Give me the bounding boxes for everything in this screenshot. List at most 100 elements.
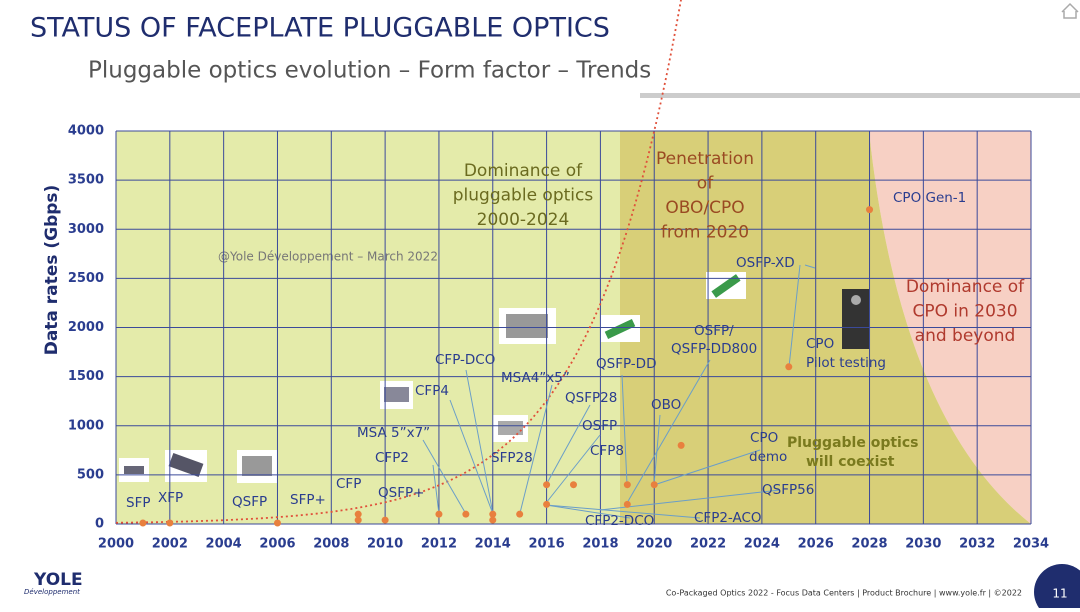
annotation: SFP+ <box>290 492 326 508</box>
icon <box>604 319 636 339</box>
leader-line <box>626 359 711 504</box>
y-tick-label: 500 <box>77 467 104 482</box>
region-label: pluggable optics <box>453 186 594 206</box>
module-icons <box>119 272 870 483</box>
annotation: CFP2-DCO <box>585 513 654 529</box>
annotation: QSFP-DD800 <box>671 341 757 357</box>
leader-line <box>804 264 816 269</box>
region-label: Dominance of <box>464 161 583 181</box>
x-tick-label: 2030 <box>905 537 941 552</box>
annotation: QSFP-DD <box>596 356 656 372</box>
y-tick-label: 3000 <box>68 222 104 237</box>
leader-line <box>422 439 467 515</box>
x-tick-label: 2014 <box>475 537 511 552</box>
x-tick-label: 2020 <box>636 537 672 552</box>
x-tick-label: 2008 <box>313 537 349 552</box>
annotation: OSFP <box>582 418 617 434</box>
data-point <box>354 510 362 518</box>
region-label: Penetration <box>656 149 754 169</box>
icon <box>168 452 204 478</box>
highlight-label: Pluggable optics <box>787 435 918 451</box>
citation: Co-Packaged Optics 2022 - Focus Data Cen… <box>666 589 1022 598</box>
data-point <box>650 481 658 489</box>
leader-line <box>432 464 440 515</box>
region-label: CPO in 2030 <box>912 302 1017 322</box>
annotation: CPO <box>806 336 834 352</box>
annotation: CFP2 <box>375 450 409 466</box>
region-label: Dominance of <box>906 277 1025 297</box>
icon <box>384 387 409 402</box>
data-point <box>166 519 174 527</box>
icon <box>242 456 272 476</box>
x-tick-label: 2012 <box>421 537 457 552</box>
leader-line <box>545 404 591 486</box>
x-tick-label: 2000 <box>98 537 134 552</box>
region-label: and beyond <box>915 326 1016 346</box>
annotation: OSFP/ <box>694 323 734 339</box>
y-tick-label: 0 <box>95 517 104 532</box>
data-point <box>785 363 793 371</box>
annotation: QSFP+ <box>378 485 424 501</box>
y-tick-label: 2500 <box>68 271 104 286</box>
annotation: QSFP <box>232 494 267 510</box>
page-number: 11 <box>1052 587 1067 601</box>
annotation: CPO Gen-1 <box>893 190 966 206</box>
leader-line <box>545 504 631 519</box>
y-tick-label: 3500 <box>68 173 104 188</box>
home-icon <box>1061 2 1079 19</box>
region-label: OBO/CPO <box>665 198 744 218</box>
x-tick-label: 2022 <box>690 537 726 552</box>
leader-line <box>545 434 601 504</box>
x-tick-label: 2018 <box>582 537 618 552</box>
leader-line <box>788 264 801 368</box>
subtitle: Pluggable optics evolution – Form factor… <box>88 58 651 84</box>
icon <box>124 466 144 474</box>
x-tick-label: 2010 <box>367 537 403 552</box>
leader-line <box>653 414 661 486</box>
data-point <box>543 500 551 508</box>
data-point <box>354 516 362 524</box>
data-point <box>139 519 147 527</box>
icon <box>851 295 861 305</box>
logo-sub: Développement <box>24 588 80 596</box>
leader-line <box>653 449 761 486</box>
leader-line <box>519 384 553 514</box>
annotation: OBO <box>651 397 681 413</box>
trend-curve <box>115 0 682 524</box>
logo: YOLE <box>33 570 83 590</box>
icon <box>498 421 523 435</box>
annotation: QSFP56 <box>762 482 814 498</box>
x-tick-label: 2026 <box>798 537 834 552</box>
annotation: CFP <box>336 476 361 492</box>
annotation: Pilot testing <box>806 355 886 371</box>
data-point <box>866 206 874 214</box>
y-tick-label: 4000 <box>68 124 104 139</box>
y-tick-label: 2000 <box>68 320 104 335</box>
x-tick-label: 2006 <box>259 537 295 552</box>
page-badge <box>1034 564 1080 612</box>
region-label: of <box>697 174 714 194</box>
annotation: demo <box>749 449 787 465</box>
data-point <box>381 516 389 524</box>
data-point <box>677 441 685 449</box>
annotation: CFP-DCO <box>435 352 495 368</box>
watermark: @Yole Développement – March 2022 <box>218 250 438 264</box>
highlight-label: will coexist <box>806 454 895 470</box>
annotation: CFP2-ACO <box>694 510 762 526</box>
annotation: SFP28 <box>491 450 533 466</box>
annotation: OSFP-XD <box>736 255 795 271</box>
leader-line <box>465 369 494 515</box>
annotation: MSA 5”x7” <box>357 425 430 441</box>
region-label: 2000-2024 <box>477 210 570 230</box>
annotation: CFP4 <box>415 383 449 399</box>
x-tick-label: 2024 <box>744 537 780 552</box>
data-point <box>462 510 470 518</box>
region-label: from 2020 <box>661 223 749 243</box>
leader-line <box>545 504 701 519</box>
annotation: MSA4”x5” <box>501 370 570 386</box>
y-tick-label: 1000 <box>68 418 104 433</box>
icon <box>506 314 548 338</box>
annotation: QSFP28 <box>565 390 617 406</box>
